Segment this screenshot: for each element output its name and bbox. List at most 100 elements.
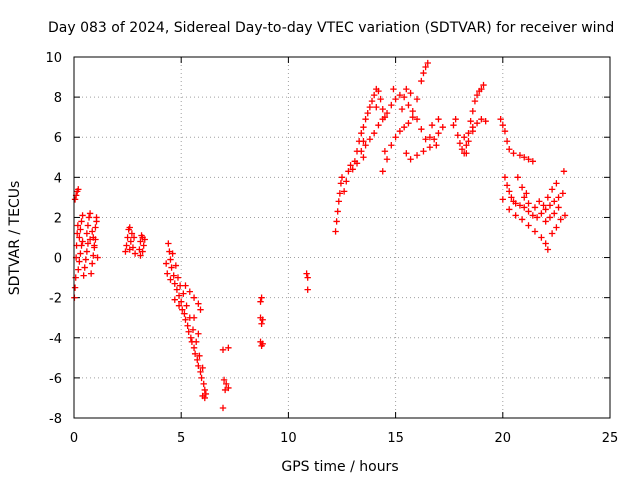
data-point [480, 81, 487, 89]
data-point [137, 238, 144, 245]
data-point [87, 270, 95, 277]
data-point [89, 260, 96, 267]
data-point [130, 234, 138, 241]
data-point [79, 238, 86, 245]
data-point [499, 121, 506, 129]
y-tick-label: 2 [54, 211, 62, 226]
data-point [516, 202, 524, 209]
data-point [338, 174, 346, 181]
data-point [180, 290, 187, 297]
data-point [169, 250, 176, 257]
data-point [426, 144, 434, 151]
data-point [546, 202, 554, 209]
data-point [413, 115, 421, 123]
data-point [381, 148, 389, 155]
data-point [465, 130, 472, 137]
data-point [497, 115, 504, 123]
data-point [168, 264, 175, 271]
data-point [175, 292, 183, 299]
data-point [379, 115, 386, 123]
data-point [362, 115, 369, 123]
data-point [439, 123, 446, 131]
data-point [186, 288, 193, 295]
data-point [140, 242, 147, 249]
data-point [257, 298, 264, 305]
gridlines [74, 57, 610, 418]
data-point [258, 320, 265, 327]
axis-ticks: 0 5 10 15 20 25 -8 -6 -4 -2 0 2 4 6 8 10 [45, 51, 618, 446]
data-point [521, 154, 528, 161]
data-point [510, 150, 517, 157]
data-point [422, 136, 429, 143]
data-point [400, 123, 408, 131]
data-point [94, 254, 101, 261]
data-point [360, 154, 367, 161]
data-point [176, 282, 184, 289]
data-point [128, 230, 136, 237]
data-point [194, 356, 201, 364]
data-point [514, 174, 522, 181]
data-point [435, 115, 442, 123]
data-point [383, 109, 391, 117]
data-point [195, 362, 202, 370]
y-tick-label: -2 [49, 292, 62, 307]
data-point [332, 228, 339, 235]
data-point [164, 270, 171, 277]
data-point [548, 230, 556, 237]
x-axis-label: GPS time / hours [281, 459, 398, 475]
data-point [127, 238, 135, 245]
data-point [77, 250, 84, 257]
data-point [197, 368, 204, 376]
data-point [93, 214, 100, 221]
data-point [503, 138, 511, 145]
y-tick-label: -6 [49, 372, 62, 387]
data-point [190, 344, 198, 352]
data-point [379, 168, 386, 175]
y-tick-label: -4 [49, 332, 62, 347]
data-point [403, 150, 410, 157]
data-point [471, 97, 479, 105]
plot-frame [73, 56, 611, 419]
data-point [83, 248, 91, 255]
data-point [189, 326, 197, 333]
data-point [430, 136, 438, 143]
data-point [166, 248, 173, 255]
data-point [178, 298, 185, 305]
data-point [454, 132, 461, 139]
data-point [501, 128, 509, 135]
data-point [420, 148, 427, 155]
data-point [358, 130, 365, 137]
data-point [409, 113, 416, 121]
data-point [181, 310, 188, 317]
y-tick-label: 0 [54, 252, 62, 267]
data-point [523, 190, 530, 197]
data-point [303, 270, 310, 277]
data-point [78, 218, 85, 225]
data-point [473, 91, 481, 99]
data-point [190, 314, 198, 321]
data-point [405, 101, 412, 109]
data-point [499, 196, 506, 203]
data-point [173, 286, 181, 293]
data-point [413, 152, 421, 159]
data-point [548, 186, 556, 193]
data-point [533, 214, 541, 221]
data-point [79, 212, 86, 219]
data-point [542, 240, 549, 247]
data-point [418, 126, 425, 133]
data-point [506, 206, 513, 213]
data-point [78, 242, 85, 249]
data-point [191, 350, 199, 358]
data-point [184, 322, 191, 329]
data-point [557, 216, 564, 223]
data-point [388, 142, 395, 149]
data-point [478, 115, 485, 123]
data-point [525, 208, 532, 215]
data-point [531, 204, 539, 211]
data-point [366, 103, 374, 111]
data-point [364, 109, 371, 117]
data-point [553, 224, 560, 231]
data-point [72, 274, 79, 281]
data-point [197, 306, 204, 313]
data-point [452, 115, 459, 123]
